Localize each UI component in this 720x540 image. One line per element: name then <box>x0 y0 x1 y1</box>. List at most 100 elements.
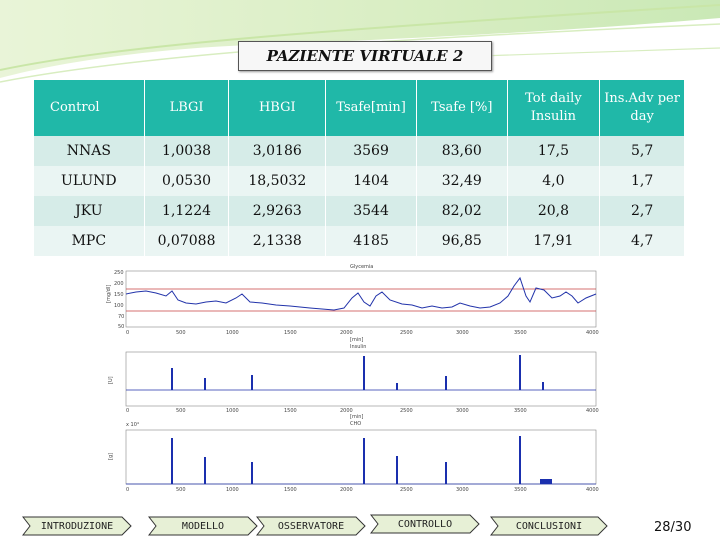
table-row: NNAS 1,0038 3,0186 3569 83,60 17,5 5,7 <box>34 136 684 166</box>
table-cell: NNAS <box>34 136 145 166</box>
x-tick-label: 2000 <box>340 408 353 414</box>
cho-plot: CHO x 10⁴ [g] 0 500 1000 1500 2000 2500 … <box>108 421 599 493</box>
y-tick-label: 250 <box>114 270 124 276</box>
table-cell: 3,0186 <box>228 136 327 166</box>
glycemia-title: Glycemia <box>350 264 373 270</box>
x-tick-label: 4000 <box>586 408 599 414</box>
x-tick-label: 1500 <box>284 408 297 414</box>
x-tick-label: 2500 <box>400 330 413 336</box>
y-tick-label: 50 <box>118 324 124 330</box>
x-tick-label: 2000 <box>340 330 353 336</box>
x-tick-label: 4000 <box>586 487 599 493</box>
x-tick-label: 1000 <box>226 487 239 493</box>
column-header: LBGI <box>144 80 230 136</box>
x-tick-label: 3500 <box>514 487 527 493</box>
nav-controllo-button[interactable]: CONTROLLO <box>370 514 480 534</box>
table-cell: 1,0038 <box>144 136 230 166</box>
table-cell: 4,7 <box>599 226 684 256</box>
column-header: Ins.Adv per day <box>599 80 684 136</box>
table-cell: 20,8 <box>507 196 601 226</box>
table-cell: 2,9263 <box>228 196 327 226</box>
column-header: Control <box>34 80 145 136</box>
y-tick-label: 200 <box>114 281 124 287</box>
glycemia-trace <box>125 276 597 311</box>
cho-scale-label: x 10⁴ <box>126 422 139 428</box>
nav-label: CONCLUSIONI <box>515 520 583 532</box>
insulin-xlabel: [min] <box>350 414 363 420</box>
table-cell: 0,0530 <box>144 166 230 196</box>
table-cell: 1404 <box>325 166 417 196</box>
x-tick-label: 2500 <box>400 408 413 414</box>
x-tick-label: 1500 <box>284 487 297 493</box>
y-tick-label: 70 <box>118 314 124 320</box>
table-cell: 96,85 <box>416 226 508 256</box>
table-cell: 5,7 <box>599 136 684 166</box>
nav-label: MODELLO <box>181 520 225 532</box>
x-tick-label: 3500 <box>514 408 527 414</box>
glycemia-xlabel: [min] <box>350 337 363 343</box>
x-tick-label: 2000 <box>340 487 353 493</box>
table-cell: 0,07088 <box>144 226 230 256</box>
nav-conclusioni-button[interactable]: CONCLUSIONI <box>490 516 608 536</box>
simulation-plots-figure: Glycemia [mg/dl] 250 200 150 100 70 50 0… <box>106 264 599 493</box>
column-header: Tsafe [%] <box>416 80 508 136</box>
x-tick-label: 500 <box>176 408 186 414</box>
table-cell: 32,49 <box>416 166 508 196</box>
nav-label: CONTROLLO <box>397 518 453 530</box>
x-tick-label: 0 <box>126 408 129 414</box>
table-cell: 17,91 <box>507 226 601 256</box>
x-tick-label: 1500 <box>284 330 297 336</box>
column-header: Tot daily Insulin <box>507 80 601 136</box>
table-cell: 1,1224 <box>144 196 230 226</box>
cho-snack-block <box>540 479 552 484</box>
nav-label: OSSERVATORE <box>277 520 345 532</box>
table-cell: JKU <box>34 196 145 226</box>
x-tick-label: 500 <box>176 487 186 493</box>
table-cell: 4185 <box>325 226 417 256</box>
insulin-title: Insulin <box>350 344 366 350</box>
insulin-plot: Insulin [U] 0 500 1000 1500 2000 2500 30… <box>108 344 599 420</box>
table-cell: MPC <box>34 226 145 256</box>
table-cell: 18,5032 <box>228 166 327 196</box>
cho-ylabel: [g] <box>108 453 114 460</box>
column-header: HBGI <box>228 80 327 136</box>
slide-title: PAZIENTE VIRTUALE 2 <box>238 41 492 71</box>
table-row: MPC 0,07088 2,1338 4185 96,85 17,91 4,7 <box>34 226 684 256</box>
table-cell: 17,5 <box>507 136 601 166</box>
x-tick-label: 3000 <box>456 330 469 336</box>
table-cell: 83,60 <box>416 136 508 166</box>
nav-introduzione-button[interactable]: INTRODUZIONE <box>22 516 132 536</box>
x-tick-label: 4000 <box>586 330 599 336</box>
table-cell: 1,7 <box>599 166 684 196</box>
table-cell: 4,0 <box>507 166 601 196</box>
x-tick-label: 3500 <box>514 330 527 336</box>
insulin-bolus-spikes <box>171 355 544 390</box>
results-table: Control LBGI HBGI Tsafe[min] Tsafe [%] T… <box>34 80 684 256</box>
y-tick-label: 150 <box>114 292 124 298</box>
glycemia-plot: Glycemia [mg/dl] 250 200 150 100 70 50 0… <box>106 264 599 343</box>
x-tick-label: 3000 <box>456 408 469 414</box>
table-cell: 2,7 <box>599 196 684 226</box>
x-tick-label: 0 <box>126 330 129 336</box>
x-tick-label: 1000 <box>226 330 239 336</box>
cho-title: CHO <box>350 421 361 427</box>
nav-modello-button[interactable]: MODELLO <box>148 516 258 536</box>
table-header-row: Control LBGI HBGI Tsafe[min] Tsafe [%] T… <box>34 80 684 136</box>
x-tick-label: 0 <box>126 487 129 493</box>
x-tick-label: 3000 <box>456 487 469 493</box>
table-row: JKU 1,1224 2,9263 3544 82,02 20,8 2,7 <box>34 196 684 226</box>
cho-meal-spikes <box>171 436 521 484</box>
table-row: ULUND 0,0530 18,5032 1404 32,49 4,0 1,7 <box>34 166 684 196</box>
glycemia-ylabel: [mg/dl] <box>106 285 112 303</box>
table-cell: 3569 <box>325 136 417 166</box>
nav-osservatore-button[interactable]: OSSERVATORE <box>256 516 366 536</box>
x-tick-label: 500 <box>176 330 186 336</box>
column-header: Tsafe[min] <box>325 80 417 136</box>
x-tick-label: 2500 <box>400 487 413 493</box>
page-number: 28/30 <box>654 520 692 535</box>
table-cell: 82,02 <box>416 196 508 226</box>
insulin-ylabel: [U] <box>108 376 114 384</box>
x-tick-label: 1000 <box>226 408 239 414</box>
table-cell: 3544 <box>325 196 417 226</box>
table-cell: ULUND <box>34 166 145 196</box>
